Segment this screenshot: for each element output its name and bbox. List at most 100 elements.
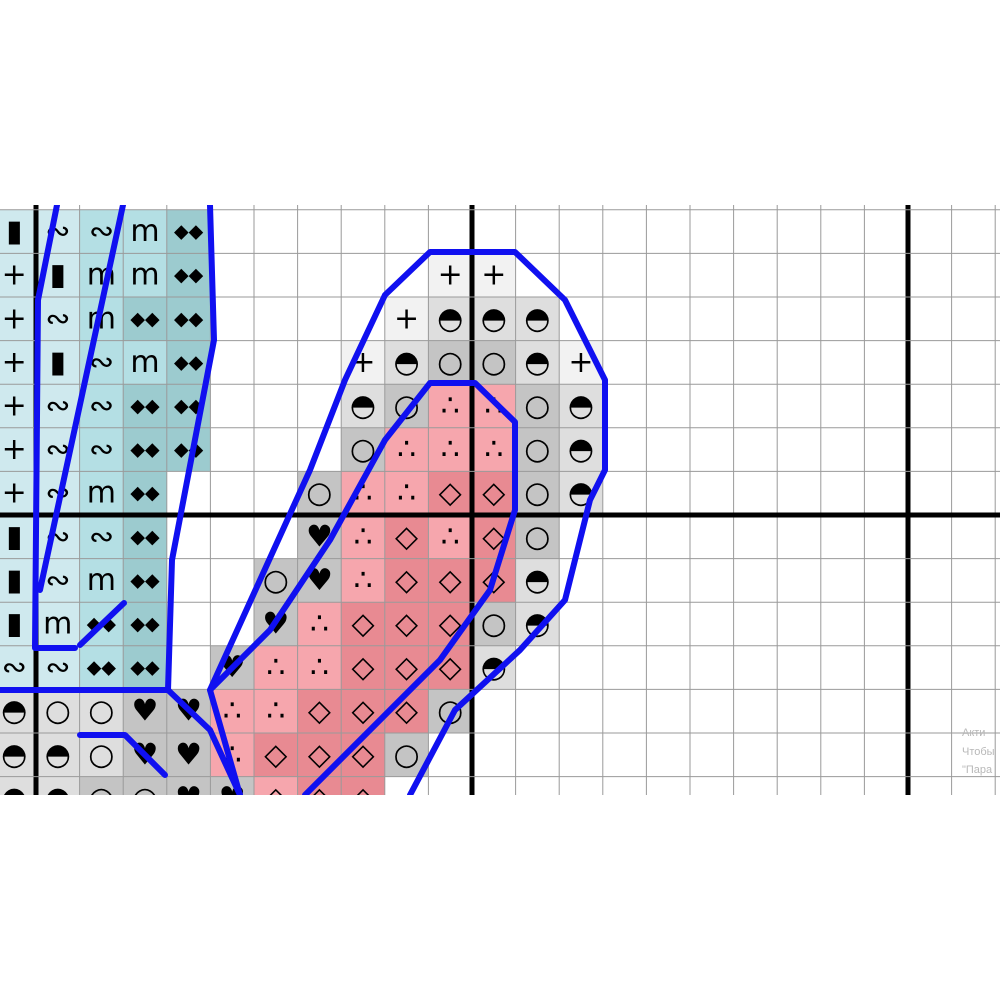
cell-symbol: ○: [437, 345, 463, 380]
cell: [384, 515, 429, 559]
cell: [297, 602, 342, 646]
cell-symbol: ◓: [394, 345, 420, 380]
cell: [79, 776, 124, 795]
cell: [36, 297, 80, 341]
cell-symbol: ◆◆: [130, 613, 160, 635]
cell-symbol: ◓: [524, 345, 550, 380]
cell-symbol: +: [2, 301, 27, 336]
cell-symbol: ∾: [45, 389, 70, 424]
cell-symbol: m: [130, 345, 159, 380]
cell: [384, 297, 429, 341]
cell: [254, 776, 298, 795]
cell: [123, 297, 167, 341]
cell-symbol: ○: [45, 694, 71, 729]
watermark-line: "Пара: [962, 764, 993, 776]
cell-symbol: ∴: [441, 432, 460, 467]
cell-symbol: ◆◆: [174, 395, 204, 417]
cell: [0, 602, 36, 646]
cell-symbol: ▮: [50, 258, 67, 293]
cell-symbol: ◓: [1, 737, 27, 772]
cell-symbol: ∾: [89, 214, 114, 249]
cell-symbol: ▮: [6, 519, 23, 554]
cell: [472, 645, 516, 690]
outline-line: [0, 205, 217, 693]
cell-symbol: ∴: [266, 650, 285, 685]
watermark-line: Акти: [962, 727, 985, 739]
cell: [123, 776, 167, 795]
cell: [515, 558, 560, 603]
cell-symbol: ∴: [310, 607, 329, 642]
outline-line: [77, 600, 127, 648]
outline-line: [207, 249, 608, 795]
cell: [515, 602, 560, 646]
cell: [123, 253, 167, 297]
cell-symbol: ◇: [395, 650, 418, 685]
cell-symbol: ∾: [45, 650, 70, 685]
cell: [559, 384, 603, 428]
cell-symbol: ◆◆: [174, 351, 204, 373]
cell: [123, 689, 167, 733]
cell-symbol: ◆◆: [130, 308, 160, 330]
cell-symbol: ◓: [437, 301, 463, 336]
cell: [36, 515, 80, 559]
cell-symbol: ◆◆: [174, 221, 204, 243]
cell-symbol: ◇: [395, 607, 418, 642]
cell-symbol: ▮: [6, 607, 23, 642]
cell: [341, 645, 385, 690]
cell: [0, 645, 36, 690]
cell-symbol: +: [2, 476, 27, 511]
cell-symbol: ○: [481, 345, 507, 380]
cell-symbol: ◇: [395, 563, 418, 598]
cell-symbol: +: [2, 389, 27, 424]
cell-symbol: ○: [394, 389, 420, 424]
cell-symbol: ◇: [482, 519, 505, 554]
cell-symbol: ◇: [351, 607, 374, 642]
cell: [36, 209, 80, 254]
cell: [79, 689, 124, 733]
cell-symbol: ◇: [395, 519, 418, 554]
cell: [79, 384, 124, 428]
cell: [166, 253, 211, 297]
cell: [0, 384, 36, 428]
cell-symbol: +: [2, 432, 27, 467]
cell-symbol: ◓: [350, 389, 376, 424]
cell: [472, 427, 516, 472]
cell: [123, 558, 167, 603]
cell: [341, 776, 385, 795]
cell-symbol: ◇: [264, 781, 287, 816]
cell: [79, 645, 124, 690]
cell: [123, 384, 167, 428]
cell-symbol: ∾: [89, 389, 114, 424]
cell: [0, 297, 36, 341]
cell-symbol: ○: [88, 694, 114, 729]
cell-symbol: ∴: [484, 432, 503, 467]
cell-symbol: ∴: [441, 519, 460, 554]
cell: [341, 515, 385, 559]
cell: [297, 689, 342, 733]
cell: [428, 340, 472, 385]
cell: [341, 384, 385, 428]
cell: [123, 340, 167, 385]
cell-symbol: m: [87, 563, 116, 598]
cell-symbol: ∴: [223, 694, 242, 729]
cell: [559, 427, 603, 472]
cell-symbol: ○: [88, 781, 114, 816]
cell-symbol: ○: [524, 432, 550, 467]
cell-symbol: ∴: [397, 432, 416, 467]
cell: [384, 558, 429, 603]
cell-symbol: ♥: [219, 781, 246, 816]
cell-symbol: ∾: [89, 432, 114, 467]
cell-symbol: ▮: [6, 214, 23, 249]
outline-line: [32, 205, 78, 651]
cell-symbol: ◇: [351, 694, 374, 729]
cell: [341, 602, 385, 646]
cell-symbol: +: [2, 345, 27, 380]
cell-symbol: ◆◆: [174, 264, 204, 286]
cell: [79, 733, 124, 777]
cell-symbol: ◓: [568, 389, 594, 424]
watermark-line: Чтобы: [962, 746, 995, 758]
cell: [123, 427, 167, 472]
cell-symbol: ◇: [439, 476, 462, 511]
cell-symbol: ○: [132, 781, 158, 816]
